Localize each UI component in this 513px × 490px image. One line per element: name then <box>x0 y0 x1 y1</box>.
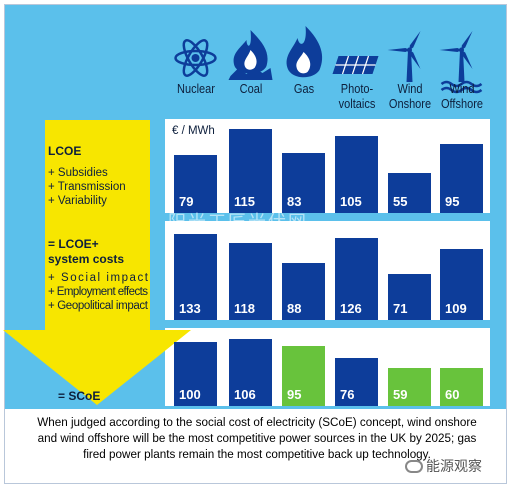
figure-frame <box>4 4 507 484</box>
down-arrow-shape <box>3 120 191 405</box>
sea-wave <box>440 86 483 94</box>
turbine-blade <box>387 48 410 52</box>
bar-lcoe_system-0 <box>174 234 217 320</box>
wind-turbine-icon <box>387 30 421 82</box>
bar-scoe-5 <box>440 368 483 406</box>
solar-panel-icon <box>332 55 379 75</box>
bar-scoe-0 <box>174 342 217 406</box>
sea-wave <box>440 80 483 88</box>
row-strip-lcoe_system <box>165 221 490 320</box>
category-label-1: Coal <box>239 82 262 96</box>
flame-inner <box>244 50 257 70</box>
row-label-lcoe_system-2: + Social impact <box>48 272 149 284</box>
bar-value-lcoe-1: 115 <box>234 194 255 209</box>
atom-orbit <box>182 39 209 77</box>
offshore-turbine-icon <box>439 30 483 94</box>
bar-scoe-1 <box>229 339 272 406</box>
row-label-scoe-0: = SCoE <box>58 389 100 403</box>
gas-flame-inner <box>296 52 311 74</box>
row-label-lcoe-3: + Variability <box>48 195 107 207</box>
row-label-lcoe-1: + Subsidies <box>48 167 108 179</box>
row-label-lcoe_system-1: system costs <box>48 252 124 266</box>
turbine-hub <box>459 47 464 53</box>
bar-value-lcoe_system-2: 88 <box>287 301 301 316</box>
flame-icon <box>286 26 323 78</box>
bar-lcoe-2 <box>282 153 325 213</box>
row-label-lcoe-2: + Transmission <box>48 181 126 193</box>
turbine-hub <box>407 47 412 53</box>
bar-value-scoe-4: 59 <box>393 387 407 402</box>
category-label-0: Nuclear <box>176 82 215 96</box>
atom-orbit <box>182 39 209 77</box>
bar-lcoe-1 <box>229 129 272 213</box>
atom-orbit <box>174 49 217 67</box>
figure-caption: When judged according to the social cost… <box>37 415 477 461</box>
bar-lcoe-5 <box>440 144 483 213</box>
brand-mark: 能源观察 <box>405 456 482 476</box>
turbine-blade <box>461 30 473 50</box>
bar-value-scoe-0: 100 <box>179 387 201 402</box>
row-label-lcoe_system-4: + Geopolitical impact <box>48 300 149 312</box>
category-label-5: Wind Offshore <box>440 82 483 111</box>
bar-lcoe_system-5 <box>440 249 483 320</box>
atom-icon <box>174 39 217 77</box>
row-strip-lcoe <box>165 119 490 213</box>
row-strip-scoe <box>165 328 490 406</box>
bar-lcoe_system-1 <box>229 243 272 320</box>
turbine-tower <box>406 50 413 82</box>
bar-value-lcoe_system-5: 109 <box>445 301 467 316</box>
category-label-4: Wind Onshore <box>388 82 431 111</box>
bar-value-scoe-2: 95 <box>287 387 301 402</box>
turbine-blade <box>439 48 462 52</box>
bar-value-scoe-1: 106 <box>234 387 256 402</box>
bar-lcoe_system-2 <box>282 263 325 320</box>
bar-scoe-3 <box>335 358 378 406</box>
bar-lcoe_system-4 <box>388 274 431 320</box>
bar-lcoe-3 <box>335 136 378 213</box>
row-label-lcoe_system-0: = LCOE+ <box>48 237 99 251</box>
turbine-tower <box>458 50 465 82</box>
category-label-3: Photo- voltaics <box>338 82 375 111</box>
coal-lumps <box>228 68 273 80</box>
bar-value-lcoe_system-0: 133 <box>179 301 201 316</box>
row-label-lcoe-0: LCOE <box>48 144 81 158</box>
bar-value-scoe-3: 76 <box>340 387 354 402</box>
category-label-2: Gas <box>293 82 314 96</box>
bar-value-lcoe_system-1: 118 <box>234 301 255 316</box>
bar-value-scoe-5: 60 <box>445 387 459 402</box>
row-label-lcoe_system-3: + Employment effects <box>48 286 148 298</box>
bar-scoe-2 <box>282 346 325 406</box>
turbine-blade <box>409 50 421 70</box>
watermark-text: 阳光工匠光伏网 <box>168 212 308 233</box>
brand-text: 能源观察 <box>426 459 482 475</box>
bar-lcoe-0 <box>174 155 217 213</box>
bar-value-lcoe-5: 95 <box>445 194 459 209</box>
bar-lcoe_system-3 <box>335 238 378 320</box>
unit-label: € / MWh <box>172 125 215 137</box>
turbine-blade <box>461 50 473 70</box>
gas-flame-shape <box>286 26 323 78</box>
bar-value-lcoe_system-4: 71 <box>393 301 407 316</box>
bar-value-lcoe-0: 79 <box>179 194 193 209</box>
bar-value-lcoe_system-3: 126 <box>340 301 362 316</box>
turbine-blade <box>409 30 421 50</box>
flame-coal-icon <box>228 30 273 80</box>
brand-logo-icon <box>405 459 423 473</box>
bar-value-lcoe-4: 55 <box>393 194 407 209</box>
bar-scoe-4 <box>388 368 431 406</box>
bar-value-lcoe-2: 83 <box>287 194 301 209</box>
bar-lcoe-4 <box>388 173 431 213</box>
bar-value-lcoe-3: 105 <box>340 194 362 209</box>
atom-core <box>191 54 200 62</box>
